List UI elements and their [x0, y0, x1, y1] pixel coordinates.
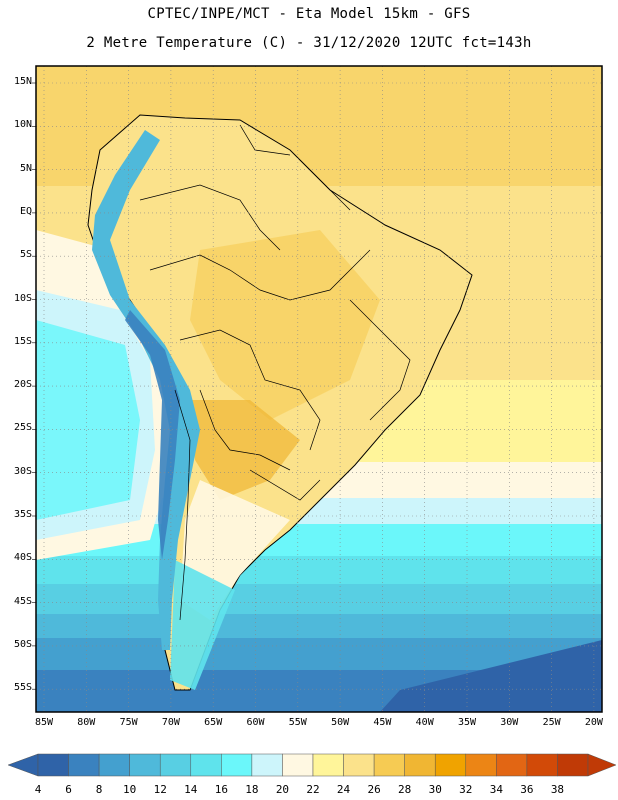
colorbar-swatch — [496, 753, 528, 777]
colorbar-label: 14 — [184, 783, 198, 796]
lon-label: 55W — [288, 717, 307, 728]
colorbar-label: 16 — [214, 783, 228, 796]
ocean-band-14 — [36, 556, 602, 588]
ocean-band-12 — [36, 584, 602, 618]
colorbar-swatch — [312, 753, 344, 777]
chaco-hot-zone — [190, 400, 300, 500]
colorbar-swatch — [404, 753, 436, 777]
lat-label: 35S — [13, 509, 32, 520]
colorbar-swatch — [37, 753, 69, 777]
lon-label: 20W — [584, 717, 603, 728]
colorbar-label: 30 — [428, 783, 442, 796]
andes-cold-band — [92, 130, 200, 650]
colorbar-swatch — [129, 753, 161, 777]
colorbar-label: 24 — [336, 783, 351, 796]
lat-label: 15N — [13, 76, 32, 87]
lon-label: 50W — [331, 717, 350, 728]
pacific-cool-16 — [36, 320, 140, 520]
lat-label: 20S — [13, 379, 32, 391]
ocean-band-4 — [380, 640, 602, 712]
patagonia-cool-zone — [170, 560, 235, 690]
colorbar-label: 26 — [367, 783, 381, 796]
colorbar-swatch — [68, 753, 100, 777]
lon-label: 45W — [373, 717, 392, 728]
lat-label: 25S — [13, 422, 32, 434]
colorbar-swatch — [434, 753, 467, 777]
colorbar-swatch — [159, 753, 192, 777]
colorbar-min-arrow — [7, 753, 39, 777]
lon-label: 80W — [77, 717, 96, 728]
colorbar-swatch — [373, 753, 405, 777]
lat-label: 5S — [19, 249, 32, 261]
colorbar-swatch — [557, 753, 589, 777]
colorbar-label: 6 — [65, 783, 72, 796]
lat-label: 10N — [13, 119, 32, 131]
andes-coldest-band — [125, 310, 180, 560]
colorbar-label: 12 — [153, 783, 167, 796]
chart-title-line1: CPTEC/INPE/MCT - Eta Model 15km - GFS — [147, 6, 471, 22]
colorbar-label: 32 — [459, 783, 473, 796]
lat-label: 15S — [13, 335, 32, 347]
map-frame — [35, 65, 603, 713]
colorbar-label: 4 — [34, 783, 42, 796]
temperature-field — [36, 66, 602, 712]
lat-label: 45S — [13, 595, 32, 607]
lat-label: 40S — [13, 552, 32, 564]
lon-label: 30W — [500, 717, 519, 728]
lat-label: 55S — [13, 682, 32, 694]
colorbar-swatch — [343, 753, 375, 777]
country-borders — [139, 124, 411, 621]
lon-label: 65W — [204, 717, 223, 728]
lon-label: 85W — [34, 717, 54, 728]
lat-label: 10S — [13, 292, 32, 304]
colorbar-swatch — [98, 753, 130, 777]
colorbar-swatch — [190, 753, 222, 777]
lat-label: 50S — [13, 638, 32, 650]
interior-warm-zone — [190, 230, 380, 420]
ocean-band-10 — [36, 614, 602, 642]
colorbar-swatch — [282, 753, 314, 777]
lon-label: 25W — [542, 717, 561, 728]
colorbar-label: 10 — [123, 783, 137, 796]
colorbar-label: 8 — [95, 783, 103, 796]
colorbar-max-arrow — [587, 753, 617, 777]
colorbar-label: 28 — [398, 783, 412, 796]
lon-label: 40W — [415, 717, 434, 728]
colorbar-swatch — [526, 753, 558, 777]
colorbar-label: 20 — [275, 783, 290, 796]
colorbar-label: 18 — [245, 783, 259, 796]
colorbar — [7, 753, 617, 777]
lon-label: 35W — [457, 717, 477, 728]
colorbar-label: 22 — [306, 783, 320, 796]
colorbar-swatch — [221, 753, 253, 777]
chart-title-line2: 2 Metre Temperature (C) - 31/12/2020 12U… — [86, 35, 532, 51]
lat-label: 30S — [13, 465, 32, 477]
colorbar-label: 34 — [489, 783, 503, 796]
lat-label: 5N — [19, 162, 32, 174]
lon-label: 60W — [246, 717, 265, 728]
colorbar-label: 38 — [550, 783, 565, 796]
lon-label: 75W — [119, 717, 138, 728]
colorbar-label: 36 — [520, 783, 534, 796]
lon-label: 70W — [161, 717, 180, 728]
colorbar-swatch — [465, 753, 497, 777]
lat-label: EQ — [19, 205, 32, 217]
colorbar-swatch — [251, 753, 283, 777]
